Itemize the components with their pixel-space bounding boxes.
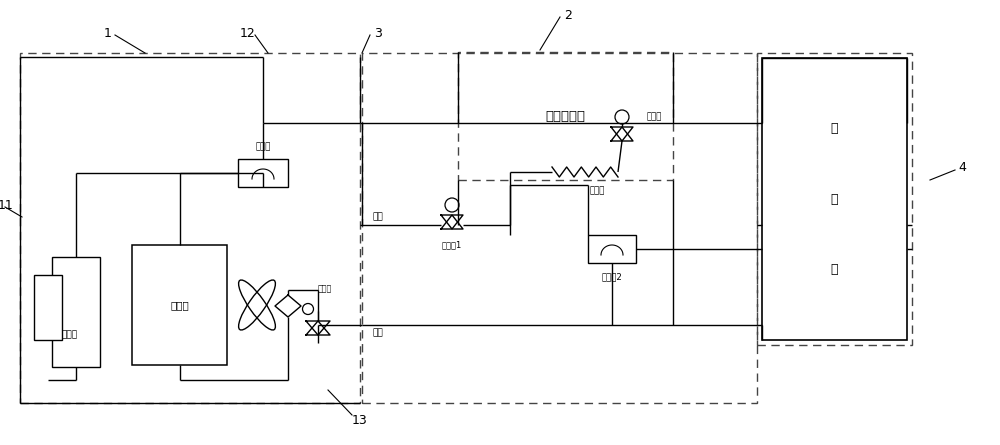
Text: 1: 1 bbox=[104, 27, 112, 40]
Text: 3: 3 bbox=[374, 27, 382, 40]
Bar bbox=[52, 257, 100, 367]
Text: 电磁阀1: 电磁阀1 bbox=[442, 240, 462, 250]
Bar bbox=[458, 52, 673, 180]
Text: 液管: 液管 bbox=[372, 328, 383, 337]
Bar bbox=[132, 245, 227, 365]
Text: 四通阀2: 四通阀2 bbox=[602, 272, 622, 282]
Text: 夹套热水器: 夹套热水器 bbox=[546, 109, 586, 122]
Bar bbox=[362, 53, 757, 403]
Text: 2: 2 bbox=[564, 8, 572, 21]
Text: 器: 器 bbox=[831, 263, 838, 276]
Bar bbox=[762, 58, 907, 340]
Text: 气管: 气管 bbox=[372, 213, 383, 222]
Text: 压缩机: 压缩机 bbox=[62, 331, 78, 340]
Text: 电磁阀: 电磁阀 bbox=[646, 113, 662, 121]
Bar bbox=[20, 53, 360, 403]
Text: 手细管: 手细管 bbox=[589, 186, 605, 195]
Text: 发: 发 bbox=[831, 193, 838, 206]
Text: 4: 4 bbox=[958, 161, 966, 174]
Text: 四通阀: 四通阀 bbox=[255, 142, 271, 151]
Text: 蒸: 蒸 bbox=[831, 122, 838, 135]
Text: 13: 13 bbox=[352, 413, 368, 426]
Bar bbox=[588, 235, 636, 263]
Text: 冷凝器: 冷凝器 bbox=[170, 300, 189, 310]
Bar bbox=[757, 53, 912, 345]
Bar bbox=[238, 159, 288, 187]
Text: 11: 11 bbox=[0, 198, 14, 211]
Text: 膨胀网: 膨胀网 bbox=[318, 284, 332, 294]
Bar bbox=[34, 275, 62, 340]
Text: 12: 12 bbox=[240, 27, 256, 40]
